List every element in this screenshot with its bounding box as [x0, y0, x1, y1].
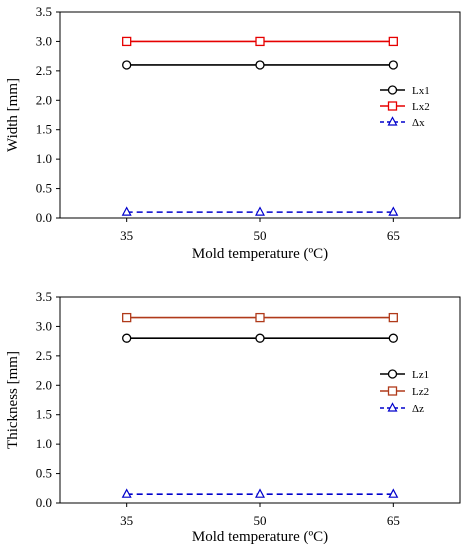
- data-point: [388, 333, 398, 343]
- series-1: [122, 60, 398, 70]
- series-2: [122, 312, 398, 323]
- data-point: [255, 60, 265, 70]
- legend: Lx1 Lx2 Δx: [380, 85, 430, 129]
- y-tick-label: 1.5: [36, 407, 52, 422]
- series-3: [121, 206, 399, 216]
- chart-2: 0.0 0.5 1.0 1.5 2.0 2.5 3.0 3.5 35 50 65 Mold tempe…: [5, 289, 461, 545]
- x-tick-label: 50: [254, 228, 267, 243]
- data-point: [388, 312, 398, 323]
- legend-label: Lx1: [412, 85, 430, 97]
- y-tick-label: 2.5: [36, 63, 52, 78]
- legend-marker: [387, 85, 398, 95]
- legend-marker: [387, 116, 398, 126]
- data-point: [121, 206, 132, 216]
- legend-marker: [387, 101, 398, 111]
- data-point: [122, 333, 132, 343]
- y-axis-title: Width [mm]: [5, 78, 21, 152]
- y-tick-label: 3.5: [36, 4, 52, 19]
- data-point: [255, 333, 265, 343]
- data-point: [255, 36, 265, 47]
- x-axis-title: Mold temperature (ºC): [192, 529, 328, 545]
- data-point: [122, 60, 132, 70]
- data-point: [255, 488, 265, 498]
- y-tick-label: 0.5: [36, 181, 52, 196]
- data-point: [388, 60, 398, 70]
- legend-label: Lx2: [412, 101, 430, 113]
- y-tick-label: 2.5: [36, 348, 52, 363]
- x-tick-label: 35: [120, 228, 133, 243]
- series-2: [122, 36, 398, 47]
- y-tick-label: 2.0: [36, 377, 52, 392]
- data-point: [388, 488, 399, 498]
- legend-label: Lz2: [412, 386, 429, 398]
- data-point: [121, 488, 132, 498]
- x-tick-label: 65: [387, 228, 400, 243]
- plot-area: [59, 296, 461, 504]
- data-point: [255, 312, 265, 323]
- legend: Lz1 Lz2 Δz: [380, 369, 429, 415]
- legend-label: Lz1: [412, 369, 429, 381]
- y-tick-label: 0.5: [36, 466, 52, 481]
- data-point: [388, 206, 399, 216]
- data-point: [388, 36, 398, 47]
- legend-marker: [387, 402, 398, 412]
- series-1: [122, 333, 398, 343]
- y-tick-label: 1.0: [36, 151, 52, 166]
- y-tick-label: 3.0: [36, 318, 52, 333]
- y-tick-label: 3.0: [36, 33, 52, 48]
- data-point: [122, 36, 132, 47]
- y-axis-title: Thickness [mm]: [5, 351, 21, 449]
- data-point: [122, 312, 132, 323]
- legend-label: Δz: [412, 403, 424, 415]
- x-axis-title: Mold temperature (ºC): [192, 246, 328, 262]
- chart-1: 0.0 0.5 1.0 1.5 2.0 2.5 3.0 3.5 35 50 65 Mold tempe…: [5, 4, 461, 262]
- y-tick-label: 1.5: [36, 122, 52, 137]
- y-tick-label: 0.0: [36, 495, 52, 510]
- x-tick-label: 35: [120, 513, 133, 528]
- y-tick-label: 2.0: [36, 92, 52, 107]
- legend-marker: [387, 386, 398, 396]
- series-3: [121, 488, 399, 498]
- x-tick-label: 50: [254, 513, 267, 528]
- y-tick-label: 0.0: [36, 210, 52, 225]
- y-tick-label: 1.0: [36, 436, 52, 451]
- legend-marker: [387, 369, 398, 379]
- legend-label: Δx: [412, 117, 425, 129]
- x-tick-label: 65: [387, 513, 400, 528]
- data-point: [255, 206, 265, 216]
- y-tick-label: 3.5: [36, 289, 52, 304]
